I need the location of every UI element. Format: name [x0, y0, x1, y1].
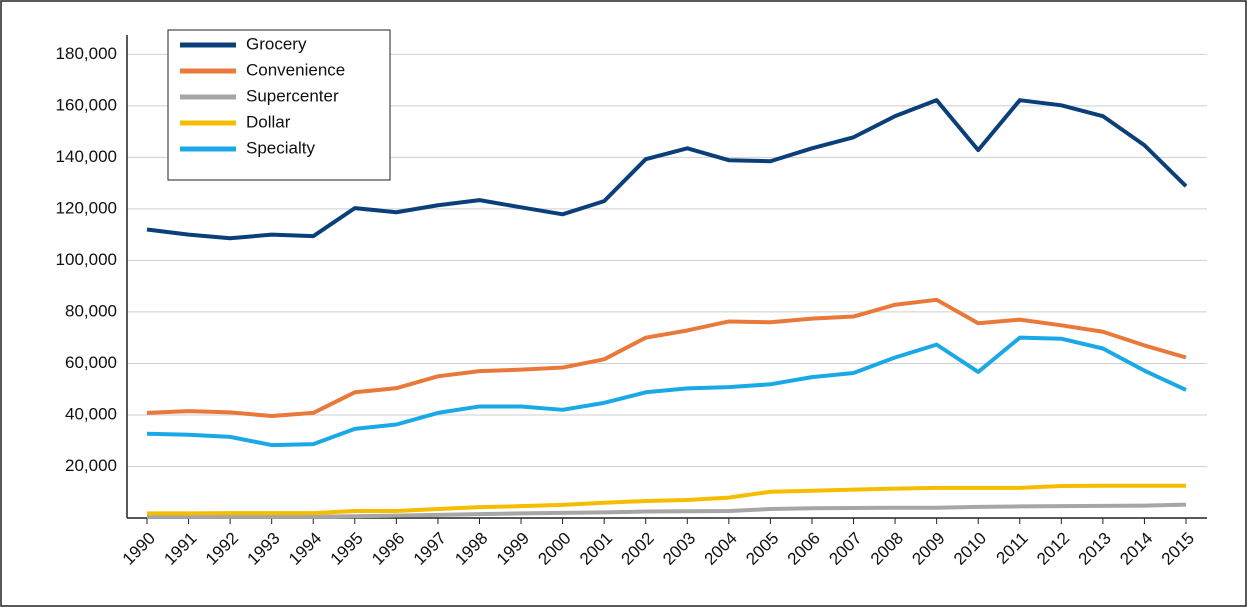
x-tick-label: 2015: [1158, 529, 1198, 569]
x-tick-label: 2014: [1116, 529, 1156, 569]
line-series: [146, 98, 1188, 241]
legend-label: Supercenter: [246, 86, 339, 105]
y-tick-label: 100,000: [56, 250, 117, 269]
y-tick-label: 80,000: [65, 301, 117, 320]
x-tick-label: 2004: [701, 529, 741, 569]
line-series: [147, 483, 1186, 516]
x-tick-label: 1993: [243, 529, 283, 569]
x-tick-label: 1998: [451, 529, 491, 569]
x-tick-label: 2002: [618, 529, 658, 569]
x-tick-label: 2005: [742, 529, 782, 569]
x-tick-label: 2013: [1075, 529, 1115, 569]
x-tick-label: 2006: [784, 529, 824, 569]
x-tick-label: 1991: [160, 529, 200, 569]
legend-label: Convenience: [246, 60, 345, 79]
x-tick-label: 1996: [368, 529, 408, 569]
y-tick-label: 180,000: [56, 44, 117, 63]
x-tick-label: 2011: [992, 529, 1031, 568]
y-tick-label: 160,000: [56, 95, 117, 114]
line-series: [146, 335, 1187, 448]
x-tick-label: 1997: [410, 529, 450, 569]
legend-label: Grocery: [246, 34, 307, 53]
legend-label: Specialty: [246, 138, 315, 157]
x-tick-label: 2012: [1033, 529, 1073, 569]
x-tick-label: 2009: [908, 529, 948, 569]
x-tick-label: 2001: [576, 529, 616, 569]
y-tick-label: 40,000: [65, 404, 117, 423]
y-tick-label: 20,000: [65, 456, 117, 475]
x-tick-label: 2000: [534, 529, 574, 569]
x-tick-label: 2003: [659, 529, 699, 569]
x-tick-label: 1992: [202, 529, 242, 569]
y-tick-label: 60,000: [65, 353, 117, 372]
legend-label: Dollar: [246, 112, 291, 131]
x-tick-label: 1995: [327, 529, 367, 569]
x-tick-label: 2010: [950, 529, 990, 569]
x-tick-label: 1990: [119, 529, 159, 569]
legend-box: [167, 29, 391, 181]
line-series: [146, 297, 1187, 418]
x-tick-label: 2008: [867, 529, 907, 569]
y-tick-label: 140,000: [56, 147, 117, 166]
line-series: [147, 502, 1187, 519]
y-tick-label: 120,000: [56, 198, 117, 217]
x-tick-label: 1994: [285, 529, 325, 569]
x-tick-label: 1999: [493, 529, 533, 569]
x-tick-label: 2007: [825, 529, 865, 569]
